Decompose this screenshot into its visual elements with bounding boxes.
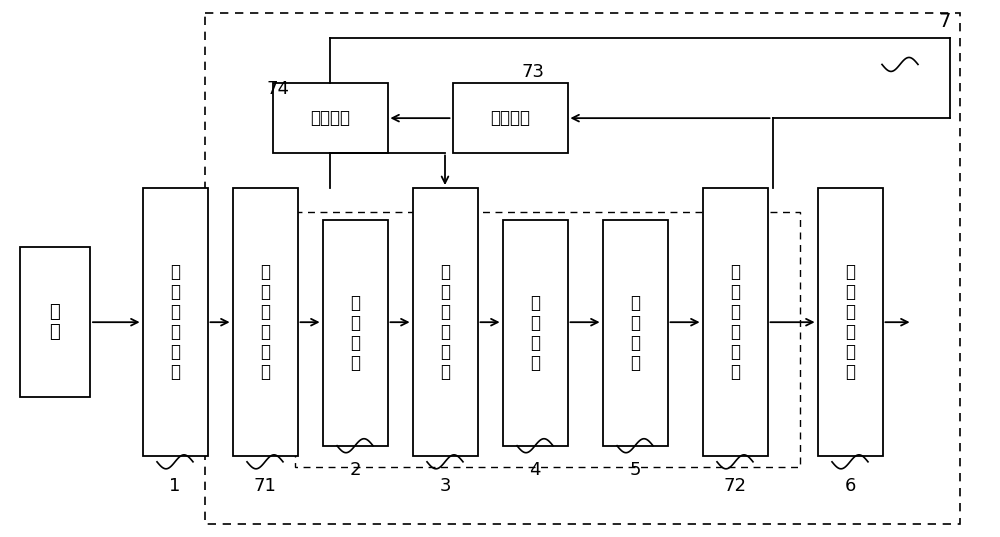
Text: 平
幅
进
布
单
元: 平 幅 进 布 单 元 <box>170 263 180 381</box>
Text: 平
幅
出
布
单
元: 平 幅 出 布 单 元 <box>845 263 855 381</box>
Bar <box>602 220 668 446</box>
Bar <box>503 220 568 446</box>
Text: 74: 74 <box>266 79 290 98</box>
Bar <box>272 83 388 153</box>
Text: 73: 73 <box>522 63 544 82</box>
Text: 71: 71 <box>254 477 276 495</box>
Text: 浸
轧
单
元: 浸 轧 单 元 <box>350 294 360 372</box>
Text: 4: 4 <box>529 461 541 479</box>
Bar <box>322 220 388 446</box>
Text: 水
洗
单
元: 水 洗 单 元 <box>530 294 540 372</box>
Text: 1: 1 <box>169 477 181 495</box>
Bar <box>818 188 883 456</box>
Text: 第
二
检
测
组
件: 第 二 检 测 组 件 <box>730 263 740 381</box>
Text: 织
物: 织 物 <box>50 303 60 341</box>
Text: 第
一
检
测
组
件: 第 一 检 测 组 件 <box>260 263 270 381</box>
Bar <box>20 247 90 397</box>
Bar <box>452 83 568 153</box>
Text: 烘
干
单
元: 烘 干 单 元 <box>630 294 640 372</box>
Bar <box>295 212 800 467</box>
Text: 6: 6 <box>844 477 856 495</box>
Text: 7: 7 <box>939 12 951 31</box>
Text: 5: 5 <box>629 461 641 479</box>
Text: 2: 2 <box>349 461 361 479</box>
Text: 转换组件: 转换组件 <box>490 109 530 127</box>
Text: 控制组件: 控制组件 <box>310 109 350 127</box>
Bar <box>702 188 768 456</box>
Bar <box>143 188 208 456</box>
Bar <box>205 13 960 524</box>
Text: 72: 72 <box>724 477 746 495</box>
Bar <box>232 188 298 456</box>
Text: 3: 3 <box>439 477 451 495</box>
Text: 剥
色
反
应
单
元: 剥 色 反 应 单 元 <box>440 263 450 381</box>
Bar <box>413 188 478 456</box>
